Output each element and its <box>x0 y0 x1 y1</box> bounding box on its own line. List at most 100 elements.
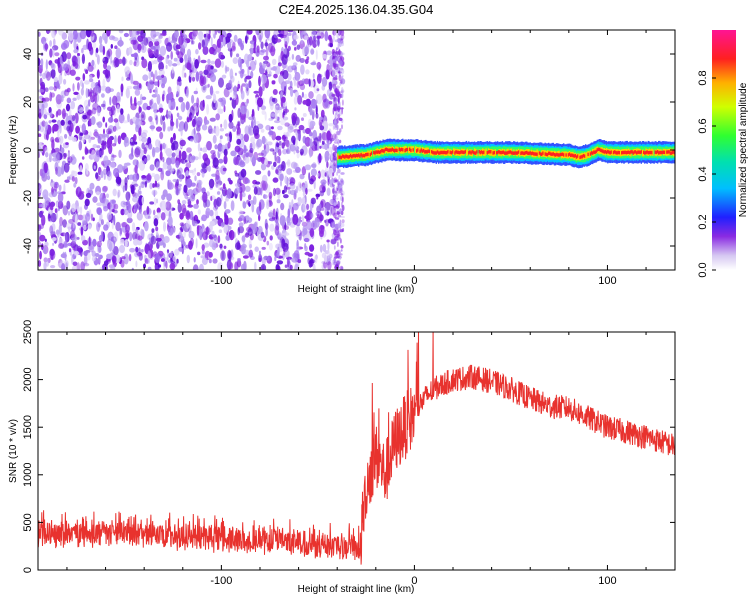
spectrogram-noise-cell <box>296 149 300 154</box>
spectrogram-noise-cell <box>269 223 275 232</box>
spectrogram-noise-cell <box>69 69 76 76</box>
colorbar-tick-label: 0.0 <box>697 262 709 277</box>
spectrogram-noise-cell <box>192 220 198 227</box>
spectrogram-signal-cell <box>486 151 488 155</box>
spectrogram-noise-cell <box>158 61 165 72</box>
spectrogram-noise-cell <box>274 187 281 195</box>
spectrogram-noise-cell <box>313 179 316 190</box>
spectrogram-noise-cell <box>340 222 345 228</box>
spectrogram-noise-cell <box>305 187 308 195</box>
spectrogram-signal-cell <box>431 150 433 154</box>
spectrogram-signal-cell <box>638 150 640 154</box>
spectrogram-noise-cell <box>299 58 305 63</box>
spectrogram-noise-cell <box>64 133 68 139</box>
spectrogram-noise-cell <box>54 52 60 57</box>
spectrogram-noise-cell <box>68 227 71 233</box>
spectrogram-noise-cell <box>317 141 320 151</box>
spectrogram-noise-cell <box>125 71 128 78</box>
spectrogram-signal-cell <box>385 147 388 151</box>
spectrogram-signal-cell <box>578 153 580 161</box>
spectrogram-noise-cell <box>178 96 184 103</box>
spectrogram-noise-cell <box>276 142 280 148</box>
spectrogram-noise-cell <box>302 224 308 236</box>
spectrogram-noise-cell <box>218 77 224 88</box>
spectrogram-noise-cell <box>72 261 78 267</box>
spectrogram-signal-cell <box>544 152 546 156</box>
spectrogram-noise-cell <box>141 39 145 51</box>
spectrogram-noise-cell <box>78 131 83 141</box>
spectrogram-noise-cell <box>291 257 298 263</box>
spectrogram-noise-cell <box>326 161 329 169</box>
spectrogram-noise-cell <box>308 78 311 87</box>
spectrogram-noise-cell <box>91 256 96 262</box>
spectrogram-noise-cell <box>189 210 194 221</box>
spectrogram-noise-cell <box>41 168 46 179</box>
spectrogram-noise-cell <box>238 222 244 227</box>
x-tick-label: 100 <box>598 575 616 587</box>
spectrogram-noise-cell <box>220 123 223 128</box>
spectrogram-noise-cell <box>228 179 233 185</box>
spectrogram-noise-cell <box>119 244 125 254</box>
spectrogram-noise-cell <box>324 30 329 42</box>
spectrogram-noise-cell <box>274 151 277 162</box>
spectrogram-noise-cell <box>208 251 213 258</box>
spectrogram-noise-cell <box>39 141 42 147</box>
spectrogram-noise-cell <box>43 247 47 254</box>
spectrogram-noise-cell <box>114 135 117 146</box>
spectrogram-signal-cell <box>622 150 624 155</box>
spectrogram-noise-cell <box>292 139 296 146</box>
spectrogram-noise-cell <box>38 224 42 232</box>
spectrogram-noise-cell <box>146 205 150 215</box>
spectrogram-noise-cell <box>39 234 46 242</box>
spectrogram-noise-cell <box>302 202 308 212</box>
spectrogram-noise-cell <box>300 32 303 40</box>
spectrogram-noise-cell <box>332 133 337 140</box>
spectrogram-noise-cell <box>73 182 77 188</box>
spectrogram-noise-cell <box>112 37 119 42</box>
spectrogram-noise-cell <box>77 171 83 175</box>
spectrogram-noise-cell <box>265 46 269 58</box>
spectrogram-noise-cell <box>178 150 182 159</box>
spectrogram-noise-cell <box>109 96 112 106</box>
spectrogram-noise-cell <box>77 82 80 91</box>
spectrogram-noise-cell <box>236 138 242 145</box>
spectrogram-signal-cell <box>436 150 439 154</box>
spectrogram-noise-cell <box>243 53 250 65</box>
spectrogram-noise-cell <box>148 116 153 122</box>
spectrogram-noise-cell <box>230 150 237 157</box>
spectrogram-noise-cell <box>215 113 220 121</box>
spectrogram-signal-cell <box>463 150 465 155</box>
spectrogram-noise-cell <box>158 107 164 113</box>
spectrogram-noise-cell <box>110 44 114 49</box>
y-tick-label: -20 <box>22 190 34 206</box>
spectrogram-noise-cell <box>108 117 114 123</box>
spectrogram-noise-cell <box>67 160 71 166</box>
spectrogram-noise-cell <box>165 64 168 70</box>
spectrogram-noise-cell <box>113 209 118 214</box>
spectrogram-noise-cell <box>228 230 233 239</box>
spectrogram-noise-cell <box>54 208 58 214</box>
spectrogram-noise-cell <box>255 30 261 36</box>
spectrogram-noise-cell <box>77 52 80 57</box>
spectrogram-signal-cell <box>455 150 457 154</box>
spectrogram-noise-cell <box>57 63 63 74</box>
spectrogram-noise-cell <box>185 88 189 98</box>
spectrogram-noise-cell <box>96 202 103 207</box>
spectrogram-noise-cell <box>197 142 201 152</box>
spectrogram-noise-cell <box>157 264 162 268</box>
spectrogram-noise-cell <box>180 125 183 137</box>
spectrogram-noise-cell <box>155 49 159 58</box>
spectrogram-noise-cell <box>96 122 100 126</box>
spectrogram-noise-cell <box>220 222 225 228</box>
spectrogram-noise-cell <box>140 228 143 237</box>
spectrogram-noise-cell <box>339 219 342 227</box>
spectrogram-noise-cell <box>134 147 141 158</box>
spectrogram-signal-cell <box>564 151 566 158</box>
spectrogram-noise-cell <box>133 183 139 187</box>
spectrogram-noise-cell <box>283 232 290 236</box>
spectrogram-noise-cell <box>71 137 77 142</box>
spectrogram-noise-cell <box>201 124 208 131</box>
spectrogram-noise-cell <box>67 210 71 216</box>
spectrogram-noise-cell <box>134 141 138 145</box>
spectrogram-noise-cell <box>129 30 133 38</box>
